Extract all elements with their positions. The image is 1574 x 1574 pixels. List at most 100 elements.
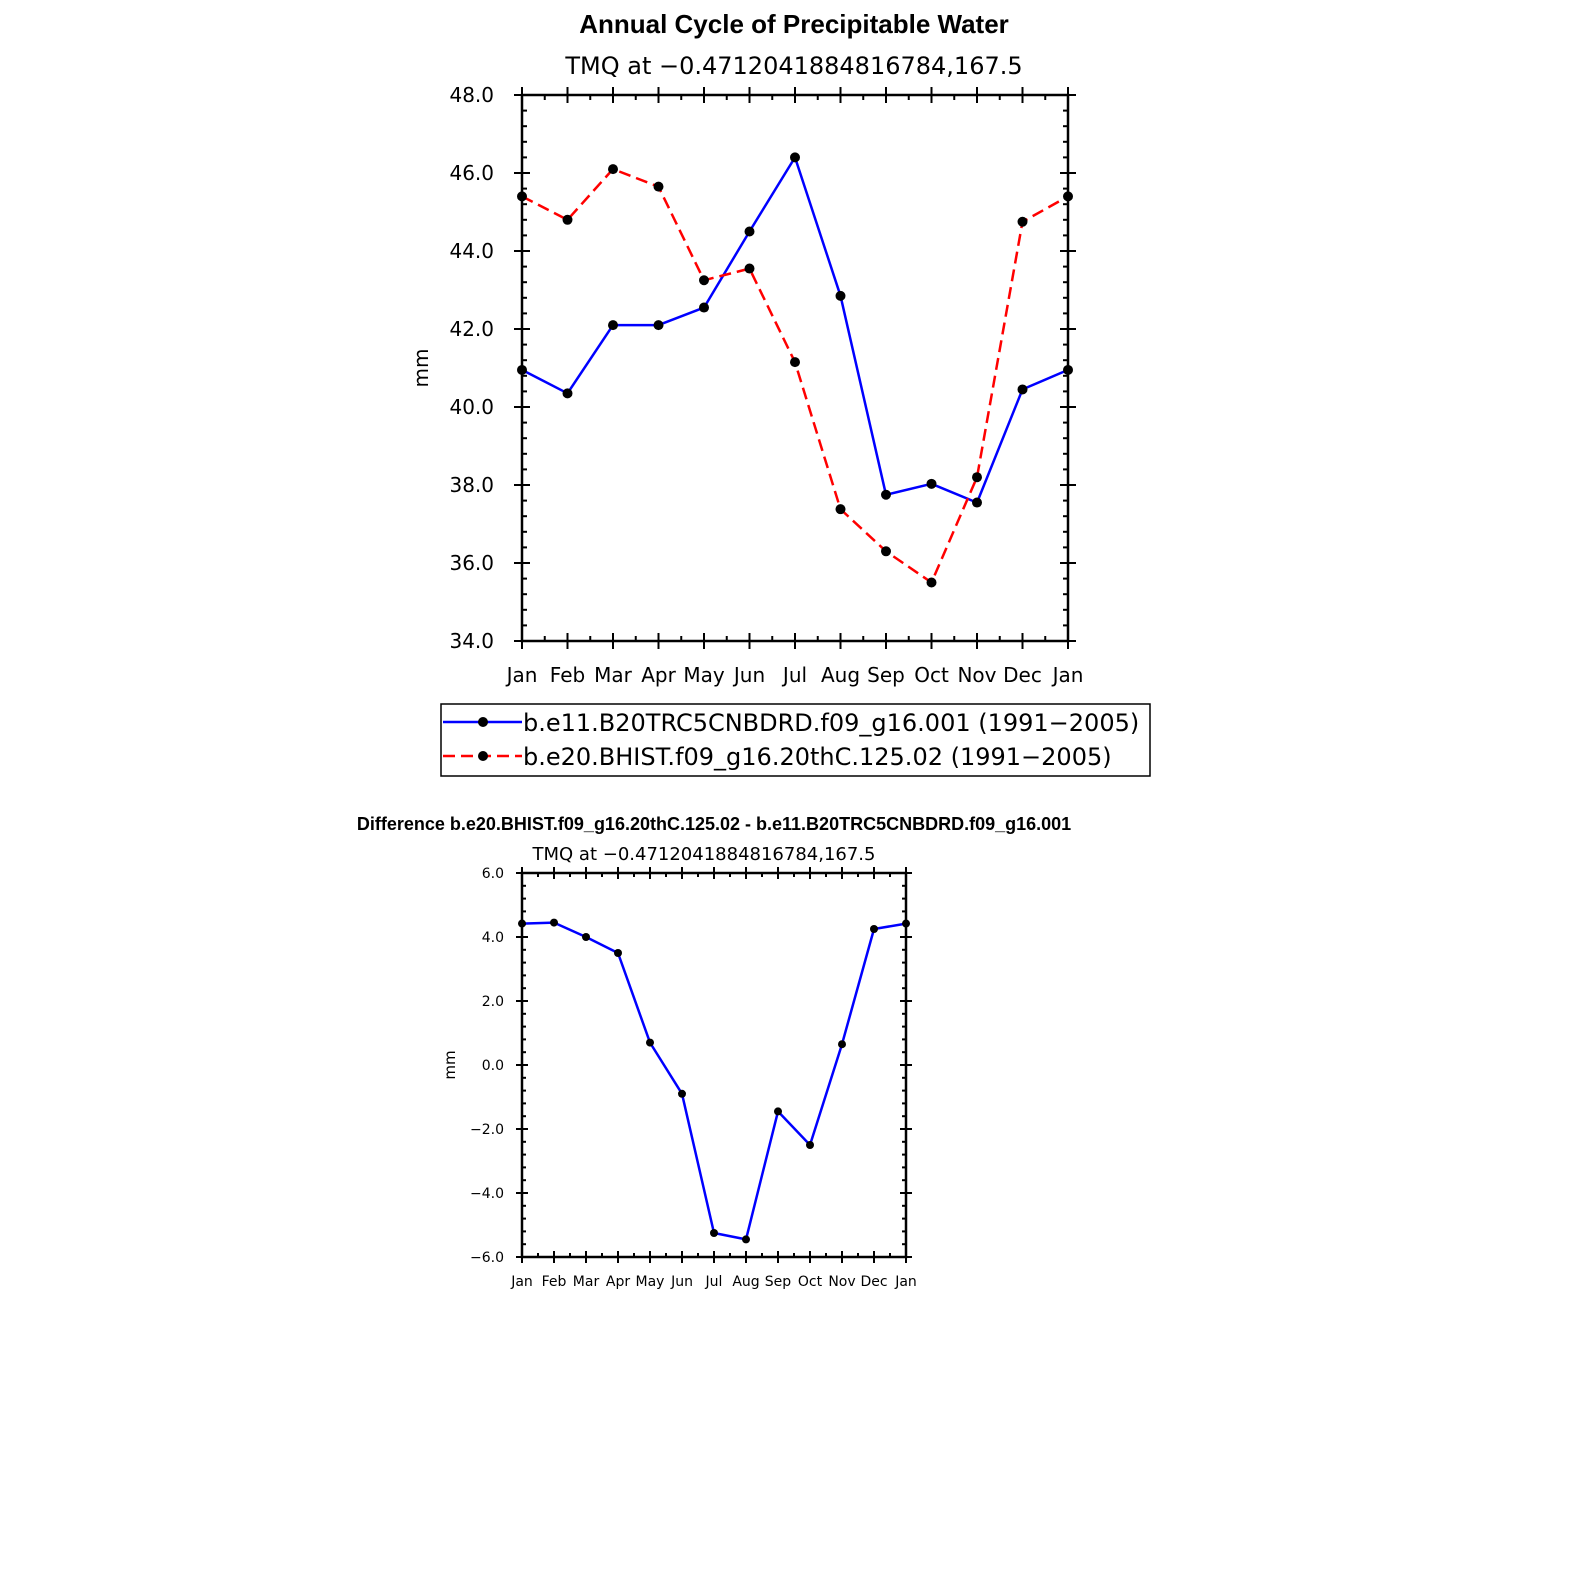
x-tick-label: Apr: [606, 1274, 630, 1290]
data-point: [518, 919, 526, 928]
y-tick-label: 44.0: [449, 239, 494, 263]
data-point: [972, 472, 982, 483]
x-tick-label: Nov: [828, 1274, 855, 1290]
series-line-2: [521, 167, 1069, 584]
y-tick-label: 2.0: [482, 994, 504, 1010]
y-tick-label: 34.0: [449, 629, 494, 653]
data-point: [1017, 216, 1028, 227]
data-point: [517, 364, 527, 375]
x-tick-label: Sep: [867, 663, 905, 687]
y-tick-label: 36.0: [449, 551, 494, 575]
x-tick-label: Feb: [550, 663, 585, 687]
legend-marker-series-1: [478, 717, 488, 727]
legend: b.e11.B20TRC5CNBDRD.f09_g16.001 (1991−20…: [440, 703, 1151, 777]
x-tick-label: Jul: [705, 1274, 723, 1290]
data-point: [926, 478, 937, 489]
legend-entry-series-2: b.e20.BHIST.f09_g16.20thC.125.02 (1991−2…: [443, 743, 1112, 771]
x-tick-label: Aug: [732, 1274, 759, 1290]
chart2-title: Difference b.e20.BHIST.f09_g16.20thC.125…: [357, 814, 1071, 834]
data-point: [790, 357, 800, 368]
x-tick-label: May: [636, 1274, 665, 1290]
data-point: [835, 504, 846, 515]
legend-box: [440, 703, 1151, 777]
data-point: [790, 152, 800, 163]
x-tick-label: Nov: [957, 663, 996, 687]
chart1-title: Annual Cycle of Precipitable Water: [579, 9, 1009, 39]
data-point: [744, 226, 755, 237]
x-tick-label: Dec: [860, 1274, 887, 1290]
chart1-ylabel: mm: [409, 349, 433, 388]
chart2-markers: [518, 918, 910, 1244]
x-tick-label: Dec: [1003, 663, 1042, 687]
data-point: [1063, 364, 1073, 375]
data-point: [870, 925, 878, 933]
x-tick-label: Apr: [641, 663, 676, 687]
chart1-series: [521, 156, 1069, 584]
data-point: [699, 275, 709, 286]
series-line-1: [521, 156, 1069, 504]
chart2-plot-frame: [520, 871, 908, 1259]
data-point: [744, 263, 755, 274]
data-point: [881, 489, 891, 500]
x-tick-label: Jul: [781, 663, 807, 687]
chart1-subtitle: TMQ at −0.4712041884816784,167.5: [564, 52, 1022, 80]
x-tick-label: May: [683, 663, 725, 687]
data-point: [806, 1141, 814, 1149]
chart2-ylabel: mm: [441, 1050, 459, 1079]
data-point: [881, 546, 891, 557]
difference-chart: Difference b.e20.BHIST.f09_g16.20thC.125…: [357, 814, 1071, 1290]
data-point: [608, 320, 618, 331]
data-point: [742, 1235, 750, 1244]
data-point: [838, 1040, 846, 1049]
y-tick-label: 42.0: [449, 317, 494, 341]
data-point: [972, 497, 982, 508]
chart1-axes: Jan Feb Mar Apr May Jun Jul Aug Sep Oct Nov Dec Jan 4…: [449, 83, 1083, 687]
y-tick-label: 46.0: [449, 161, 494, 185]
x-tick-label: Mar: [573, 1274, 600, 1290]
data-point: [562, 214, 573, 225]
data-point: [608, 164, 618, 175]
data-point: [653, 320, 664, 331]
data-point: [550, 918, 558, 927]
data-point: [614, 949, 622, 957]
data-point: [1017, 384, 1028, 395]
y-tick-label: 38.0: [449, 473, 494, 497]
x-tick-label: Jun: [732, 663, 765, 687]
chart1-markers: [517, 152, 1073, 588]
legend-marker-series-2: [478, 751, 488, 761]
chart2-subtitle: TMQ at −0.4712041884816784,167.5: [532, 844, 876, 865]
y-tick-label: 0.0: [482, 1058, 504, 1074]
data-point: [1063, 191, 1073, 202]
series-line-1: [521, 921, 907, 1241]
legend-label-series-2: b.e20.BHIST.f09_g16.20thC.125.02 (1991−2…: [523, 743, 1112, 771]
data-point: [835, 290, 846, 301]
x-tick-label: Aug: [821, 663, 860, 687]
y-tick-label: 4.0: [482, 930, 504, 946]
x-tick-label: Jan: [510, 1274, 533, 1290]
x-tick-label: Mar: [594, 663, 633, 687]
data-point: [562, 388, 573, 399]
y-tick-label: −2.0: [470, 1122, 504, 1138]
y-tick-label: −4.0: [470, 1186, 504, 1202]
x-tick-label: Feb: [542, 1274, 567, 1290]
y-tick-label: 48.0: [449, 83, 494, 107]
legend-label-series-1: b.e11.B20TRC5CNBDRD.f09_g16.001 (1991−20…: [523, 709, 1139, 737]
chart2-series: [521, 921, 907, 1241]
x-tick-label: Jan: [894, 1274, 917, 1290]
data-point: [678, 1089, 686, 1098]
annual-cycle-chart: Annual Cycle of Precipitable Water TMQ a…: [409, 9, 1151, 777]
data-point: [582, 933, 590, 941]
x-tick-label: Jan: [1051, 663, 1084, 687]
y-tick-label: 6.0: [482, 866, 504, 882]
data-point: [774, 1107, 782, 1116]
data-point: [653, 181, 664, 192]
data-point: [646, 1038, 654, 1047]
x-tick-label: Jun: [670, 1274, 693, 1290]
legend-entry-series-1: b.e11.B20TRC5CNBDRD.f09_g16.001 (1991−20…: [443, 709, 1139, 737]
y-tick-label: −6.0: [470, 1250, 504, 1266]
y-tick-label: 40.0: [449, 395, 494, 419]
chart1-plot-frame: [520, 93, 1070, 643]
data-point: [710, 1229, 718, 1237]
data-point: [902, 919, 910, 928]
